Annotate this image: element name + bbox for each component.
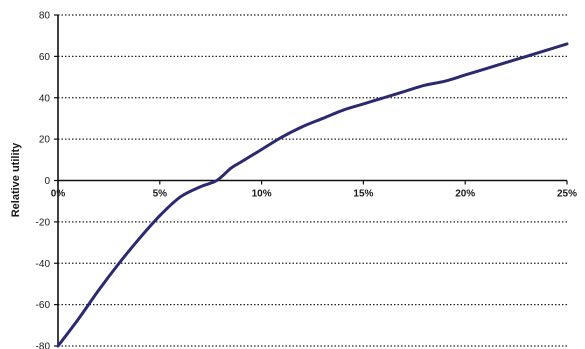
x-tick-label: 10% [252, 189, 272, 200]
x-tick-label: 0% [51, 189, 66, 200]
grid-lines [58, 14, 567, 347]
y-tick-label: 60 [39, 52, 51, 63]
axes [54, 14, 568, 347]
x-tick-label: 15% [353, 189, 373, 200]
y-tick-label: 40 [39, 93, 51, 104]
y-tick-label: 80 [39, 11, 51, 22]
y-tick-label: -80 [36, 342, 51, 349]
y-tick-label: 0 [44, 176, 50, 187]
series-layer [56, 42, 569, 348]
x-tick-label: 25% [557, 189, 577, 200]
y-tick-label: -40 [36, 259, 51, 270]
y-tick-label: 20 [39, 135, 51, 146]
y-tick-label: -20 [36, 217, 51, 228]
y-tick-label: -60 [36, 300, 51, 311]
tick-labels: 80 60 40 20 0 -20 -40 -60 -80 0% 5% 10% 15% 20% 25% [36, 11, 578, 349]
x-tick-label: 5% [153, 189, 168, 200]
series-line [56, 42, 569, 348]
y-axis-title: Relative utility [10, 142, 22, 217]
x-tick-label: 20% [455, 189, 475, 200]
